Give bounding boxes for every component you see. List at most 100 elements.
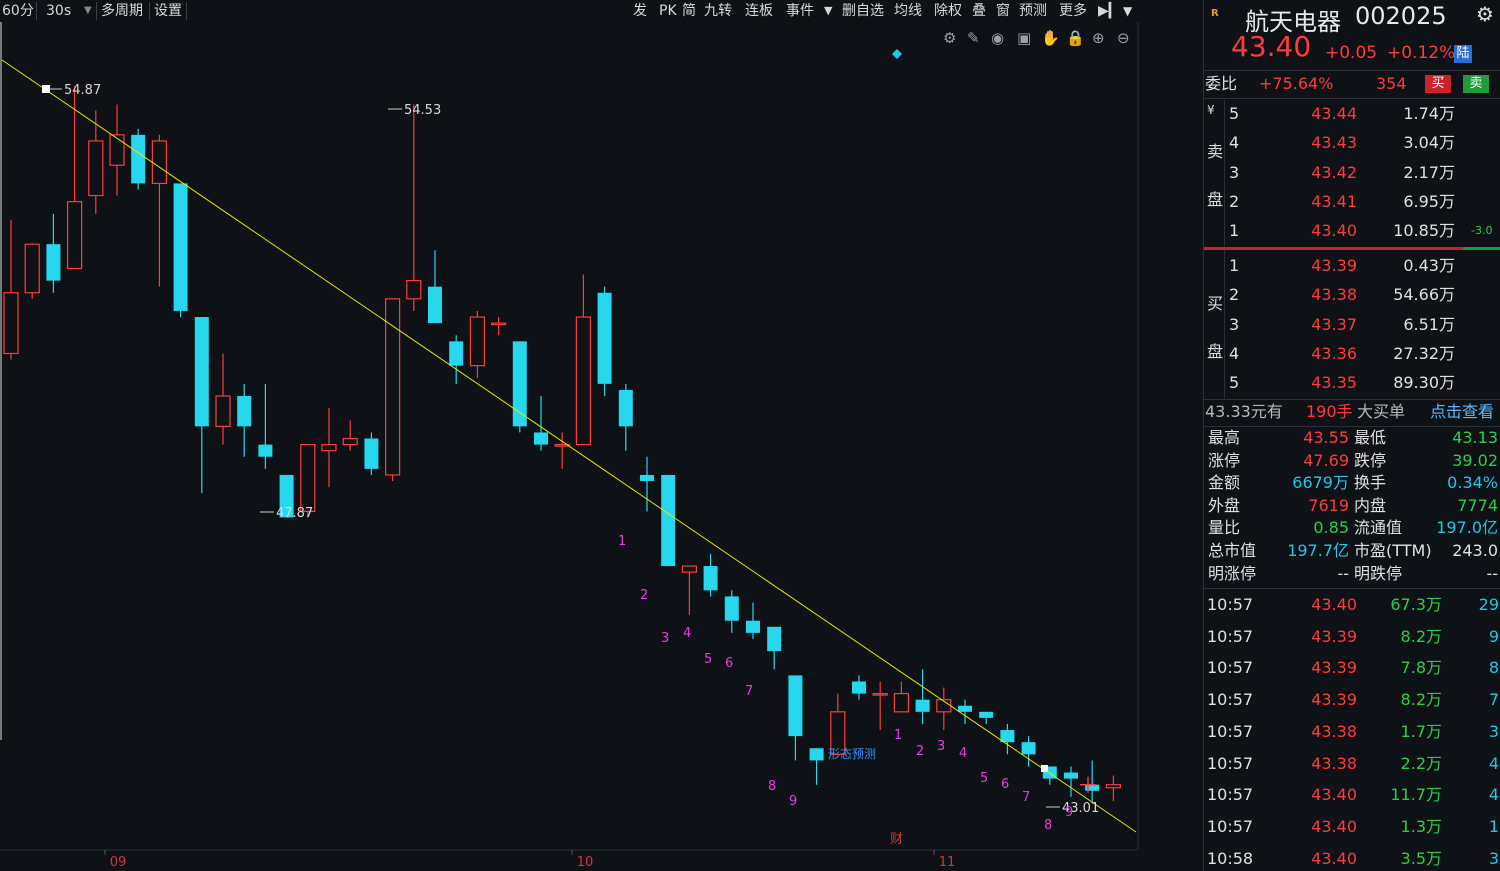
bids-row[interactable]: 2 43.38 54.66万 bbox=[1203, 281, 1500, 309]
candle bbox=[46, 213, 61, 293]
stat-value: 43.13 bbox=[1452, 428, 1498, 447]
toolbar-action-5[interactable]: 事件 bbox=[786, 3, 814, 19]
asks-row[interactable]: 4 43.43 3.04万 bbox=[1203, 129, 1500, 157]
toolbar-action-6[interactable]: ▼ bbox=[824, 4, 833, 17]
zoom-out-icon[interactable]: ⊖ bbox=[1117, 29, 1130, 47]
buy-button[interactable]: 买 bbox=[1425, 75, 1451, 93]
toolbar-action-7[interactable]: 删自选 bbox=[842, 3, 884, 19]
tick-price: 43.38 bbox=[1311, 721, 1357, 741]
candle bbox=[767, 626, 782, 670]
toolbar-action-9[interactable]: 除权 bbox=[934, 3, 962, 19]
interval-select[interactable]: 30s bbox=[46, 3, 72, 19]
candle bbox=[109, 104, 125, 196]
trade-tick-row: 10:57 43.38 1.7万 3 bbox=[1203, 716, 1500, 747]
period-select[interactable]: 60分 bbox=[2, 3, 34, 19]
candle bbox=[1000, 723, 1015, 755]
multi-period-button[interactable]: 多周期 bbox=[101, 3, 143, 19]
asks-level: 4 bbox=[1229, 133, 1240, 153]
candlestick-chart[interactable]: 55.5354.8153.7152.6151.5150.4149.3248.21… bbox=[0, 22, 1140, 871]
toolbar-action-8[interactable]: 均线 bbox=[894, 3, 922, 19]
box-icon[interactable]: ▣ bbox=[1017, 29, 1031, 47]
candle-body bbox=[979, 711, 994, 718]
candle bbox=[915, 669, 930, 724]
candle-body bbox=[575, 316, 592, 446]
more-dropdown-icon[interactable]: ▼ bbox=[1123, 4, 1133, 18]
stat-label: 总市值 bbox=[1208, 541, 1257, 560]
toolbar-action-10[interactable]: 叠 bbox=[972, 3, 986, 19]
quote-panel: R 航天电器 002025 ⚙ 43.40 +0.05 +0.12% 陆 委比 … bbox=[1203, 0, 1500, 871]
stat-value: 7619 bbox=[1308, 495, 1349, 515]
pattern-forecast-link[interactable]: 形态预测 bbox=[828, 747, 876, 761]
hand-icon[interactable]: ✋ bbox=[1041, 29, 1060, 47]
asks-row[interactable]: 5 43.44 1.74万 bbox=[1203, 100, 1500, 128]
toolbar-action-4[interactable]: 连板 bbox=[745, 3, 773, 19]
candle bbox=[661, 474, 676, 567]
candle-body bbox=[300, 443, 316, 512]
settings-gear-icon[interactable]: ⚙ bbox=[1476, 2, 1494, 26]
stat-value: 7774 bbox=[1457, 495, 1498, 515]
time-tick-label: 11 bbox=[939, 855, 956, 870]
sell-button[interactable]: 卖 bbox=[1463, 75, 1489, 93]
settings-button[interactable]: 设置 bbox=[154, 3, 182, 19]
candle bbox=[893, 681, 910, 713]
td-count-label: 9 bbox=[1065, 805, 1073, 820]
asks-row[interactable]: 2 43.41 6.95万 bbox=[1203, 188, 1500, 216]
connect-badge[interactable]: 陆 bbox=[1454, 45, 1472, 63]
candle bbox=[364, 432, 379, 475]
bids-row[interactable]: 4 43.36 27.32万 bbox=[1203, 340, 1500, 368]
bids-price: 43.36 bbox=[1311, 343, 1357, 363]
candle-body bbox=[491, 322, 507, 326]
spread-bar bbox=[1203, 247, 1463, 250]
tick-count: 3 bbox=[1488, 721, 1499, 741]
bids-price: 43.37 bbox=[1311, 314, 1357, 334]
spread-bar-green bbox=[1463, 247, 1500, 250]
bids-price: 43.35 bbox=[1311, 373, 1357, 393]
draw-icon[interactable]: ✎ bbox=[967, 29, 980, 47]
asks-row[interactable]: 3 43.42 2.17万 bbox=[1203, 159, 1500, 187]
tick-volume: 8.2万 bbox=[1400, 690, 1442, 710]
stat-value: 243.0 bbox=[1452, 541, 1498, 560]
toolbar-action-11[interactable]: 窗 bbox=[996, 3, 1010, 19]
bids-row[interactable]: 5 43.35 89.30万 bbox=[1203, 369, 1500, 397]
lock-icon[interactable]: 🔒 bbox=[1066, 29, 1085, 47]
buy-side-label-1: 买 bbox=[1207, 294, 1224, 313]
toolbar-action-1[interactable]: PK bbox=[659, 3, 677, 19]
td-count-label: 1 bbox=[894, 728, 902, 743]
trade-tick-row: 10:57 43.39 7.8万 8 bbox=[1203, 652, 1500, 683]
candle-body bbox=[830, 711, 846, 755]
candle-body bbox=[1064, 772, 1078, 779]
price-change-pct: +0.12% bbox=[1387, 43, 1456, 63]
settings-icon[interactable]: ⚙ bbox=[943, 29, 956, 47]
toolbar-action-3[interactable]: 九转 bbox=[704, 3, 732, 19]
candle bbox=[24, 243, 40, 299]
collapse-panel-icon[interactable]: ▶▎ bbox=[1098, 3, 1120, 19]
tick-count: 1 bbox=[1488, 816, 1499, 836]
stat-row: 最高 43.55 最低 43.13 bbox=[1203, 426, 1500, 449]
financial-report-marker[interactable]: 财 bbox=[890, 832, 903, 847]
candle bbox=[640, 456, 654, 512]
bids-row[interactable]: 3 43.37 6.51万 bbox=[1203, 311, 1500, 339]
trade-tick-row: 10:57 43.40 67.3万 29 bbox=[1203, 589, 1500, 620]
td-count-label: 5 bbox=[704, 652, 712, 667]
toolbar-action-13[interactable]: 更多 bbox=[1059, 3, 1087, 19]
candle bbox=[321, 408, 337, 488]
toolbar-action-0[interactable]: 发 bbox=[633, 3, 647, 19]
toolbar-action-2[interactable]: 简 bbox=[682, 3, 696, 19]
stat-label: 量比 bbox=[1208, 518, 1241, 538]
eye-icon[interactable]: ◉ bbox=[991, 29, 1004, 47]
candle bbox=[173, 183, 188, 318]
tick-count: 3 bbox=[1488, 848, 1499, 868]
bigbuy-view-link[interactable]: 点击查看 bbox=[1430, 402, 1495, 421]
toolbar-action-12[interactable]: 预测 bbox=[1019, 3, 1047, 19]
bids-row[interactable]: 1 43.39 0.43万 bbox=[1203, 252, 1500, 280]
candle bbox=[279, 474, 294, 518]
candle-body bbox=[46, 244, 61, 281]
zoom-in-icon[interactable]: ⊕ bbox=[1092, 29, 1105, 47]
candle-body bbox=[1105, 784, 1122, 789]
interval-dropdown-icon[interactable]: ▼ bbox=[84, 5, 92, 16]
stat-value: 43.55 bbox=[1303, 428, 1349, 447]
candle bbox=[512, 341, 527, 433]
trade-tick-row: 10:57 43.39 8.2万 7 bbox=[1203, 684, 1500, 715]
ask-delta: -3.0 bbox=[1471, 224, 1493, 237]
asks-row[interactable]: 1 43.40 10.85万 bbox=[1203, 217, 1500, 245]
